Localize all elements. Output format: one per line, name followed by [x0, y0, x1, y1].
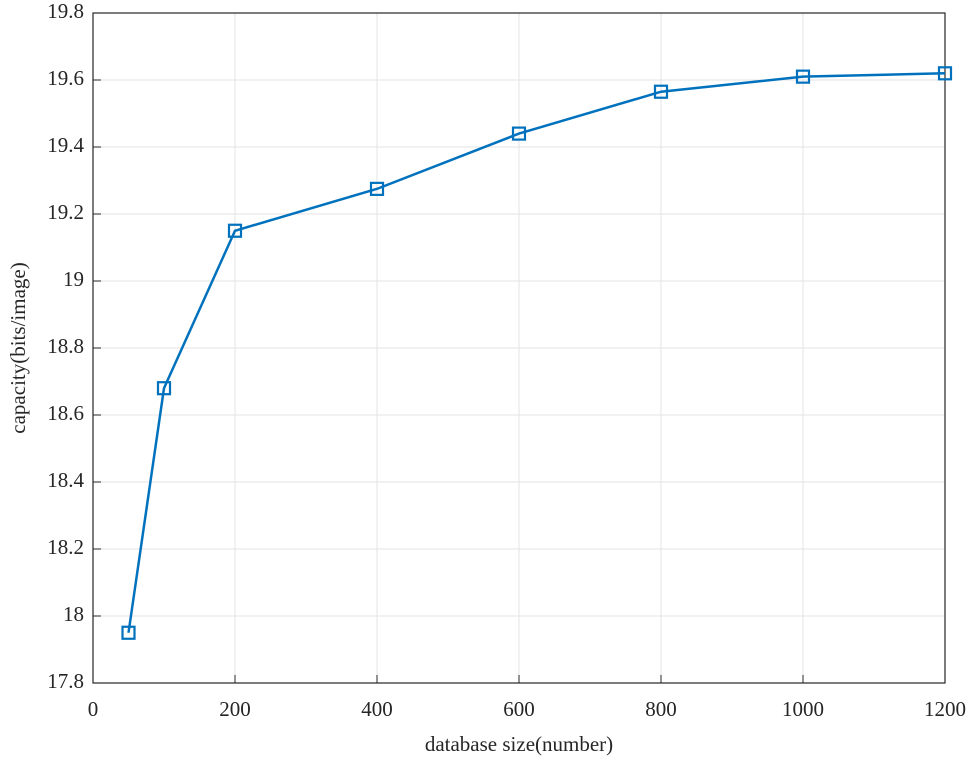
y-tick-label: 19.2: [47, 200, 84, 224]
y-tick-label: 18.2: [47, 535, 84, 559]
x-axis-label: database size(number): [425, 732, 613, 756]
data-line: [127, 72, 946, 633]
y-tick-label: 18: [63, 602, 84, 626]
data-marker: [511, 126, 527, 141]
data-marker: [227, 223, 243, 238]
x-tick-label: 800: [645, 697, 677, 721]
y-tick-label: 18.8: [47, 334, 84, 358]
y-axis-label: capacity(bits/image): [6, 262, 30, 433]
y-tick-label: 19: [63, 267, 84, 291]
x-tick-label: 0: [88, 697, 99, 721]
x-tick-label: 600: [503, 697, 535, 721]
y-tick-label: 19.6: [47, 66, 84, 90]
data-marker: [653, 84, 669, 99]
data-marker: [937, 66, 953, 81]
x-tick-label: 1000: [782, 697, 824, 721]
data-marker: [795, 69, 811, 84]
data-marker: [156, 381, 172, 396]
x-tick-label: 200: [219, 697, 251, 721]
y-tick-label: 18.4: [47, 468, 84, 492]
y-tick-label: 19.8: [47, 0, 84, 23]
y-tick-label: 19.4: [47, 133, 84, 157]
plot-frame: [92, 12, 946, 684]
x-tick-label: 400: [361, 697, 393, 721]
data-marker: [121, 625, 136, 640]
data-marker: [369, 181, 385, 196]
y-tick-label: 18.6: [47, 401, 84, 425]
y-tick-label: 17.8: [47, 669, 84, 693]
x-tick-label: 1200: [924, 697, 966, 721]
